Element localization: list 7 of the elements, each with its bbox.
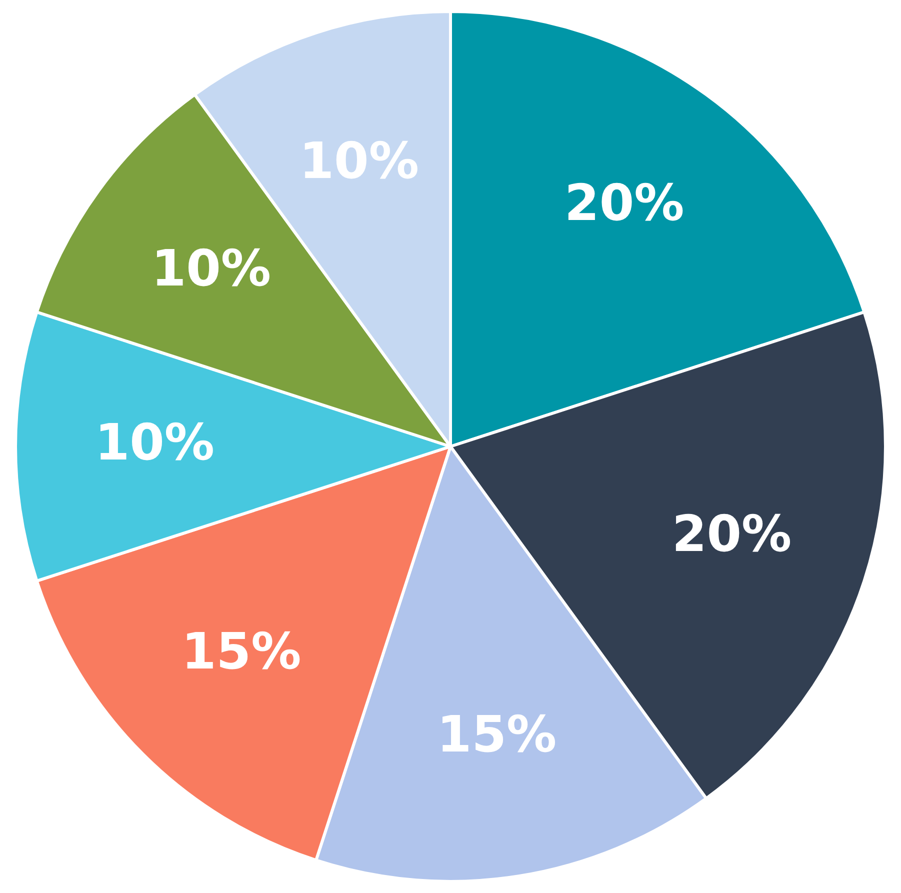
data-label: 10% <box>299 132 419 190</box>
data-label: 10% <box>151 240 272 298</box>
data-label: 20% <box>672 504 792 563</box>
data-label: 10% <box>94 413 215 472</box>
data-label: 15% <box>436 706 557 764</box>
data-label: 20% <box>564 174 684 232</box>
data-label: 15% <box>181 622 302 681</box>
